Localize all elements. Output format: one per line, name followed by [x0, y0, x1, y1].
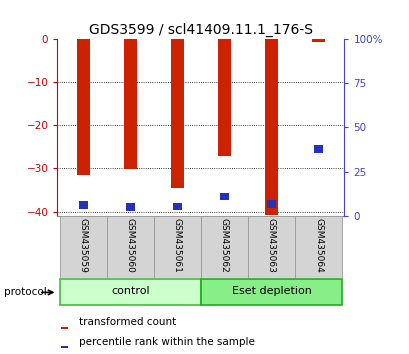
Bar — [61, 327, 68, 329]
Text: protocol: protocol — [4, 287, 47, 297]
Text: GSM435063: GSM435063 — [266, 218, 275, 273]
Text: GSM435060: GSM435060 — [126, 218, 135, 273]
Text: percentile rank within the sample: percentile rank within the sample — [79, 337, 254, 347]
Bar — [311, 39, 324, 42]
Bar — [294, 216, 341, 278]
Text: GSM435062: GSM435062 — [219, 218, 228, 273]
Text: GSM435061: GSM435061 — [173, 218, 182, 273]
Bar — [220, 193, 228, 200]
Bar — [106, 216, 153, 278]
Bar — [200, 279, 341, 305]
Bar — [173, 202, 181, 210]
Bar — [217, 39, 230, 155]
Bar — [61, 346, 68, 348]
Text: control: control — [111, 286, 149, 297]
Bar — [60, 216, 106, 278]
Bar — [200, 216, 247, 278]
Text: GSM435064: GSM435064 — [313, 218, 322, 273]
Text: GSM435059: GSM435059 — [79, 218, 88, 273]
Text: transformed count: transformed count — [79, 317, 176, 327]
Text: Eset depletion: Eset depletion — [231, 286, 311, 297]
Bar — [171, 39, 184, 188]
Bar — [76, 39, 90, 175]
Bar — [314, 145, 322, 153]
Bar — [247, 216, 294, 278]
Bar — [153, 216, 200, 278]
Title: GDS3599 / scl41409.11.1_176-S: GDS3599 / scl41409.11.1_176-S — [89, 22, 312, 36]
Bar — [126, 204, 134, 211]
Bar — [124, 39, 137, 169]
Bar — [60, 279, 200, 305]
Bar — [79, 201, 87, 209]
Bar — [264, 39, 277, 215]
Bar — [267, 200, 275, 208]
